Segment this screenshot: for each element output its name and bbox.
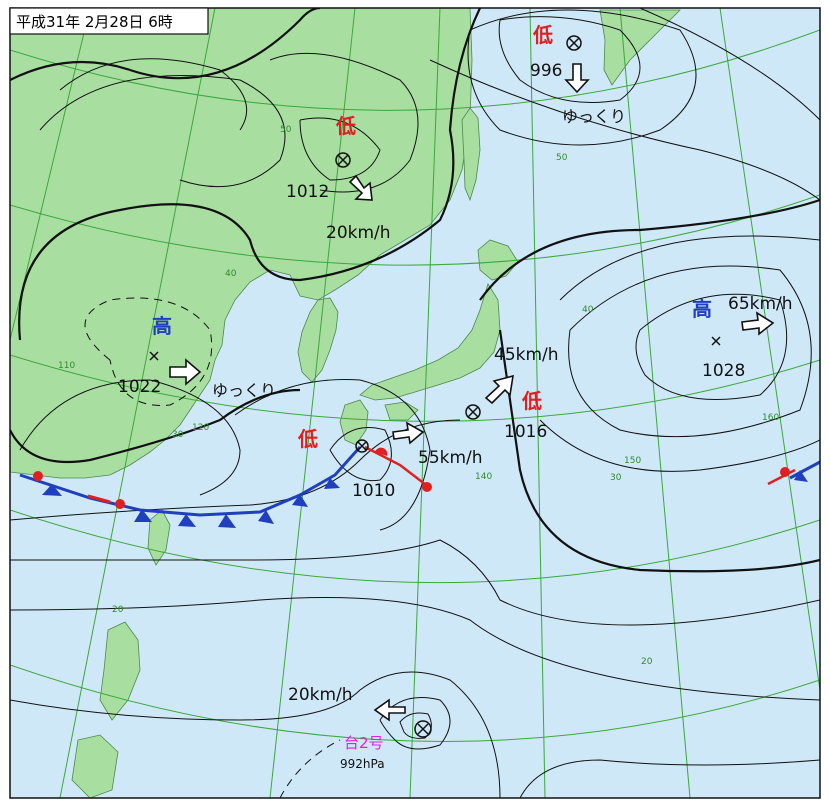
low-label: 低 <box>297 427 318 451</box>
lon-label: 160 <box>762 413 779 423</box>
title-box: 平成31年 2月28日 6時 <box>9 7 209 35</box>
arrow-left-icon <box>373 698 406 722</box>
x-icon <box>149 351 159 361</box>
lat-label: 30 <box>172 430 184 440</box>
low-label: 低 <box>532 23 553 47</box>
motion-text: ゆっくり <box>562 107 626 126</box>
land-honshu <box>359 283 501 401</box>
low-label: 低 <box>521 389 542 413</box>
warm-front <box>33 445 796 509</box>
low-label: 低 <box>335 114 356 138</box>
isobars <box>10 8 820 798</box>
motion-text: 55km/h <box>418 448 483 468</box>
lat-label: 40 <box>582 305 594 315</box>
typhoon-label: 台2号 <box>344 734 384 752</box>
arrow-southeast-icon <box>348 174 373 201</box>
lon-label: 110 <box>58 361 75 371</box>
arrow-northeast-icon <box>484 374 514 405</box>
lat-label: 40 <box>225 269 237 279</box>
lat-label: 50 <box>556 153 568 163</box>
circle-x-icon <box>465 404 481 420</box>
pressure-value: 1012 <box>286 182 329 202</box>
system-labels: 低 996 ゆっくり 低 1012 20km/h 高 1022 ゆっくり 低 1… <box>118 23 793 771</box>
cold-front <box>19 446 820 528</box>
motion-text: 65km/h <box>728 294 793 314</box>
arrow-right-icon <box>169 358 202 386</box>
lat-label: 20 <box>641 657 653 667</box>
pressure-value: 1028 <box>702 361 745 381</box>
center-symbols <box>149 35 721 738</box>
lat-label: 30 <box>610 473 622 483</box>
land-kamchatka <box>599 9 681 86</box>
land-taiwan <box>147 509 171 566</box>
land-korea <box>297 297 339 383</box>
motion-arrows <box>169 63 775 722</box>
land-sakhalin <box>461 107 481 202</box>
motion-text: ゆっくり <box>212 381 276 400</box>
land-asia <box>10 8 473 479</box>
lon-label: 120 <box>192 423 209 433</box>
lat-label: 50 <box>280 125 292 135</box>
pressure-value: 1010 <box>352 481 395 501</box>
typhoon-center-icon <box>414 720 432 738</box>
motion-text: 20km/h <box>288 685 353 705</box>
motion-text: 20km/h <box>326 223 391 243</box>
land-areas <box>10 8 681 798</box>
circle-x-icon <box>335 152 351 168</box>
pressure-value: 996 <box>530 61 562 81</box>
lat-label: 20 <box>112 605 124 615</box>
arrow-right-icon <box>392 421 425 445</box>
high-label: 高 <box>692 297 712 321</box>
land-shikoku <box>384 401 419 421</box>
land-philippines-south <box>71 734 119 798</box>
lon-label: 140 <box>475 472 492 482</box>
typhoon-pressure: 992hPa <box>340 757 385 771</box>
motion-text: 45km/h <box>494 345 559 365</box>
lon-label: 150 <box>624 456 641 466</box>
grid-labels: 50 50 40 40 30 30 20 20 110 120 140 150 … <box>58 125 779 667</box>
high-label: 高 <box>152 314 172 338</box>
pressure-value: 1022 <box>118 377 161 397</box>
circle-x-icon <box>566 35 582 51</box>
arrow-right-icon <box>741 311 775 336</box>
map-frame <box>9 7 821 799</box>
map-title: 平成31年 2月28日 6時 <box>16 13 173 31</box>
circle-x-icon <box>355 439 369 453</box>
bold-isobars <box>10 8 820 573</box>
pressure-value: 1016 <box>504 422 547 442</box>
x-icon <box>711 336 721 346</box>
arrow-down-icon <box>564 63 590 94</box>
